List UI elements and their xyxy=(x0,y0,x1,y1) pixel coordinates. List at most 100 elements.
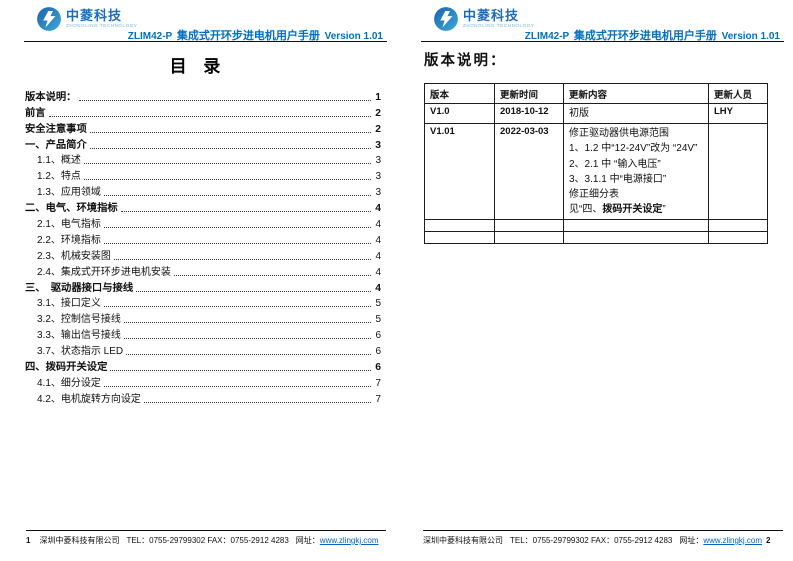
toc-page-number: 4 xyxy=(375,266,381,278)
company-logo: 中菱科技 ZHONGLING TECHNOLOGY xyxy=(36,6,137,32)
toc-dot-leader xyxy=(103,385,371,387)
version-table-row: V1.01 2022-03-03 修正驱动器供电源范围 1、1.2 中“12-24V”… xyxy=(424,123,768,221)
toc-page-number: 4 xyxy=(375,219,381,231)
toc-item: 安全注意事项 2 xyxy=(25,120,381,136)
toc-item: 1.3、应用领域 3 xyxy=(25,183,381,199)
toc-page-number: 3 xyxy=(375,171,381,183)
cell-version: V1.01 xyxy=(424,123,495,221)
document-title: ZLIM42-P 集成式开环步进电机用户手册 Version 1.01 xyxy=(525,27,780,43)
cell-update-person xyxy=(708,219,768,233)
toc-dot-leader xyxy=(143,401,371,403)
toc-dot-leader xyxy=(110,370,371,372)
toc-item-label: 3.3、输出信号接线 xyxy=(37,330,121,342)
toc-item-label: 四、拨码开关设定 xyxy=(25,362,108,374)
page-number: 1 xyxy=(26,536,31,545)
toc-item-label: 版本说明： xyxy=(25,91,77,103)
toc-item: 2.4、集成式开环步进电机安装 4 xyxy=(25,263,381,279)
logo-subtitle: ZHONGLING TECHNOLOGY xyxy=(66,23,138,29)
toc-page-number: 3 xyxy=(375,187,381,199)
toc-item: 4.1、细分设定 7 xyxy=(25,374,381,390)
toc-page-number: 7 xyxy=(375,393,381,405)
table-header-cell: 版本 xyxy=(424,83,495,104)
toc-dot-leader xyxy=(120,211,371,213)
toc-page-number: 3 xyxy=(375,155,381,167)
toc-dot-leader xyxy=(103,306,371,308)
toc-dot-leader xyxy=(83,163,371,165)
update-content-line: 修正细分表 xyxy=(569,189,619,201)
toc-dot-leader xyxy=(123,338,371,340)
update-content-line: 见“四、拨码开关设定” xyxy=(569,204,666,216)
toc-dot-leader xyxy=(103,227,371,229)
toc-page-number: 4 xyxy=(375,282,381,294)
update-content-line: 2、2.1 中 “输入电压” xyxy=(569,158,661,170)
doc-title-name: 集成式开环步进电机用户手册 xyxy=(176,30,320,42)
footer-website-link[interactable]: www.zlingkj.com xyxy=(703,536,763,545)
footer-contact: TEL：0755-29799302 FAX：0755-2912 4283 xyxy=(126,536,289,545)
document-title: ZLIM42-P 集成式开环步进电机用户手册 Version 1.01 xyxy=(128,27,383,43)
toc-item-label: 2.1、电气指标 xyxy=(37,219,101,231)
toc-item: 2.3、机械安装图 4 xyxy=(25,247,381,263)
toc-dot-leader xyxy=(103,195,371,197)
table-header-cell: 更新人员 xyxy=(708,83,768,104)
toc-dot-leader xyxy=(123,322,371,324)
toc-page-number: 1 xyxy=(375,91,381,103)
cell-version xyxy=(424,219,495,233)
footer-contact: TEL：0755-29799302 FAX：0755-2912 4283 xyxy=(510,536,673,545)
toc-item: 3.1、接口定义 5 xyxy=(25,295,381,311)
footer-site-label: 网址： xyxy=(679,536,704,545)
toc-dot-leader xyxy=(48,115,371,117)
cell-update-person xyxy=(708,123,768,221)
doc-title-version: Version 1.01 xyxy=(721,31,780,42)
toc-page-number: 6 xyxy=(375,346,381,358)
toc-item: 3.7、状态指示 LED 6 xyxy=(25,342,381,358)
toc-item-label: 3.2、控制信号接线 xyxy=(37,314,121,326)
toc-dot-leader xyxy=(89,147,371,149)
logo-text: 中菱科技 ZHONGLING TECHNOLOGY xyxy=(66,9,137,29)
toc-page-number: 6 xyxy=(375,362,381,374)
cell-update-content xyxy=(563,231,709,245)
page-header: 中菱科技 ZHONGLING TECHNOLOGY ZLIM42-P 集成式开环… xyxy=(397,0,793,44)
toc-item: 前言 2 xyxy=(25,104,381,120)
toc-page-number: 4 xyxy=(375,250,381,262)
toc-item: 一、产品简介 3 xyxy=(25,136,381,152)
toc-dot-leader xyxy=(89,131,371,133)
page-right-version-notes: 中菱科技 ZHONGLING TECHNOLOGY ZLIM42-P 集成式开环… xyxy=(397,0,793,561)
cell-version xyxy=(424,231,495,245)
toc-item-label: 三、 驱动器接口与接线 xyxy=(25,282,134,294)
header-rule xyxy=(24,41,387,42)
toc-item: 3.3、输出信号接线 6 xyxy=(25,326,381,342)
footer-website-link[interactable]: www.zlingkj.com xyxy=(319,536,379,545)
footer-company: 深圳中菱科技有限公司 xyxy=(39,536,120,545)
page-left-toc: 中菱科技 ZHONGLING TECHNOLOGY ZLIM42-P 集成式开环… xyxy=(0,0,396,561)
cell-update-person: LHY xyxy=(708,102,768,125)
toc-dot-leader xyxy=(173,274,371,276)
logo-brand: 中菱科技 xyxy=(463,8,520,24)
toc-item-label: 1.2、特点 xyxy=(37,171,81,183)
update-content-line: 初版 xyxy=(569,108,589,119)
toc-page-number: 7 xyxy=(375,377,381,389)
toc-item-label: 4.2、电机旋转方向设定 xyxy=(37,393,141,405)
cell-update-content: 修正驱动器供电源范围 1、1.2 中“12-24V”改为 “24V” 2、2.1 中… xyxy=(563,123,709,221)
toc-item-label: 1.3、应用领域 xyxy=(37,187,101,199)
toc-page-number: 2 xyxy=(375,123,381,135)
toc-item: 三、 驱动器接口与接线 4 xyxy=(25,279,381,295)
cell-update-person xyxy=(708,231,768,245)
page-footer: 深圳中菱科技有限公司 TEL：0755-29799302 FAX：0755-29… xyxy=(423,530,783,546)
header-rule xyxy=(421,41,784,42)
update-content-line: 修正驱动器供电源范围 xyxy=(569,128,669,140)
toc-item-label: 4.1、细分设定 xyxy=(37,377,101,389)
cell-update-date: 2018-10-12 xyxy=(494,102,564,125)
toc-item-label: 二、电气、环境指标 xyxy=(25,203,118,215)
toc-item: 二、电气、环境指标 4 xyxy=(25,199,381,215)
doc-title-model: ZLIM42-P xyxy=(524,31,570,42)
toc-item: 1.2、特点 3 xyxy=(25,167,381,183)
doc-title-name: 集成式开环步进电机用户手册 xyxy=(573,30,717,42)
cell-update-date xyxy=(494,219,564,233)
toc-item: 四、拨码开关设定 6 xyxy=(25,358,381,374)
toc-page-number: 5 xyxy=(375,314,381,326)
toc-item: 4.2、电机旋转方向设定 7 xyxy=(25,390,381,406)
cell-update-date xyxy=(494,231,564,245)
update-content-line: 1、1.2 中“12-24V”改为 “24V” xyxy=(569,143,698,155)
footer-site-label: 网址： xyxy=(295,536,320,545)
version-notes-heading: 版本说明： xyxy=(424,53,507,69)
